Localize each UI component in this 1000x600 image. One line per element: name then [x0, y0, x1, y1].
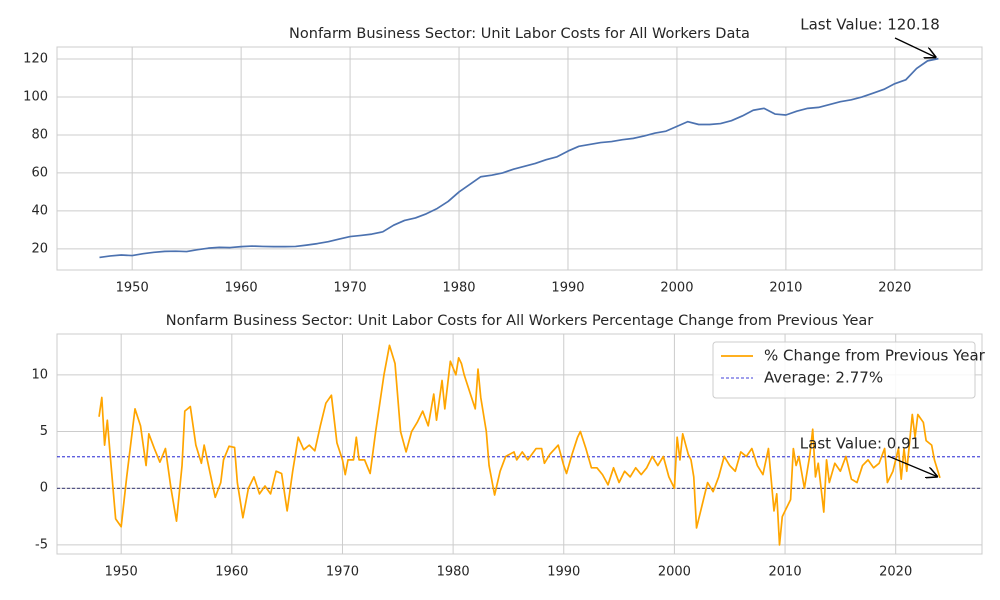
legend [712, 341, 976, 399]
x-tick-label: 1950 [116, 281, 149, 296]
x-tick-label: 1990 [551, 281, 584, 296]
x-tick-label: 1990 [547, 565, 580, 580]
annotation-arrow [887, 455, 938, 477]
y-tick-label: 5 [40, 424, 48, 439]
y-tick-label: 60 [31, 165, 48, 180]
x-tick-label: 1950 [105, 565, 138, 580]
plot-area [56, 46, 983, 271]
legend-label: % Change from Previous Year [764, 347, 986, 365]
x-tick-label: 2020 [879, 565, 912, 580]
y-tick-label: 40 [31, 203, 48, 218]
annotation: Last Value: 120.18 [800, 16, 940, 34]
x-tick-label: 2010 [769, 565, 802, 580]
y-tick-label: 100 [23, 89, 48, 104]
x-tick-label: 2000 [658, 565, 691, 580]
x-tick-label: 1970 [326, 565, 359, 580]
x-tick-label: 1980 [437, 565, 470, 580]
x-tick-label: 1980 [442, 281, 475, 296]
line-series [98, 344, 941, 546]
annotation: Last Value: 0.91 [800, 435, 920, 453]
x-tick-label: 2020 [878, 281, 911, 296]
legend-label: Average: 2.77% [764, 369, 883, 387]
x-tick-label: 1960 [215, 565, 248, 580]
y-tick-label: 120 [23, 51, 48, 66]
x-tick-label: 1970 [334, 281, 367, 296]
y-tick-label: 80 [31, 127, 48, 142]
annotation-arrow [894, 37, 936, 58]
x-tick-label: 2010 [769, 281, 802, 296]
x-tick-label: 2000 [660, 281, 693, 296]
y-tick-label: 10 [31, 367, 48, 382]
x-tick-label: 1960 [225, 281, 258, 296]
y-tick-label: 0 [40, 481, 48, 496]
chart-title: Nonfarm Business Sector: Unit Labor Cost… [166, 313, 874, 329]
y-tick-label: -5 [35, 537, 48, 552]
chart-title: Nonfarm Business Sector: Unit Labor Cost… [289, 26, 750, 42]
y-tick-label: 20 [31, 241, 48, 256]
line-series [99, 57, 939, 259]
